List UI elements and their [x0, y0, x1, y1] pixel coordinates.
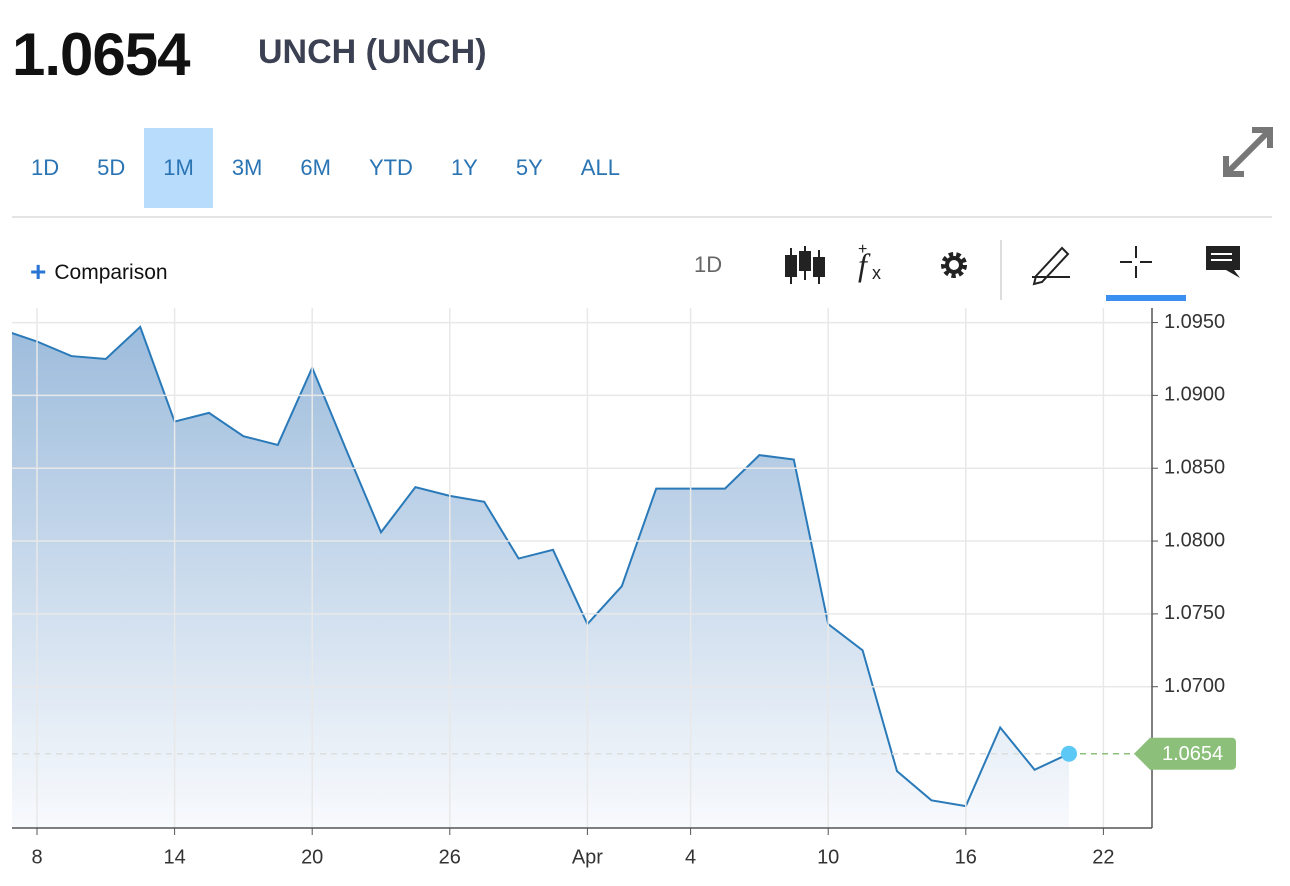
settings-icon[interactable]	[941, 252, 967, 278]
comment-icon[interactable]	[1206, 246, 1240, 278]
interval-button[interactable]: 1D	[694, 252, 723, 277]
active-tool	[1106, 295, 1186, 301]
expand-icon[interactable]	[1222, 126, 1274, 178]
y-tick-label: 1.0800	[1164, 529, 1225, 551]
x-tick-label: 14	[163, 846, 185, 868]
svg-text:x: x	[872, 263, 881, 283]
range-tabs: 1D 5D 1M 3M 6M YTD 1Y 5Y ALL	[12, 128, 639, 208]
separator	[12, 216, 1272, 218]
range-tab[interactable]: ALL	[580, 155, 620, 180]
y-tick-label: 1.0900	[1164, 384, 1225, 406]
x-tick-label: 10	[817, 846, 839, 868]
x-tick-label: 20	[301, 846, 323, 868]
range-tab[interactable]: 3M	[231, 155, 263, 180]
range-tab[interactable]: 1Y	[450, 155, 478, 180]
area	[12, 326, 1069, 828]
x-tick-label: 16	[955, 846, 977, 868]
range-tab[interactable]: 5D	[97, 155, 126, 180]
price-badge-label: 1.0654	[1162, 743, 1223, 765]
candles-icon[interactable]	[785, 246, 825, 284]
draw-icon[interactable]	[1032, 246, 1070, 286]
range-tab[interactable]: 5Y	[515, 155, 543, 180]
range-tab[interactable]: 1M	[144, 128, 213, 208]
x-tick-label: 26	[439, 846, 461, 868]
toolbar-icons: f x+	[785, 240, 1240, 301]
x-tick-label: 8	[31, 846, 42, 868]
y-tick-label: 1.0750	[1164, 602, 1225, 624]
x-tick-label: 22	[1092, 846, 1114, 868]
crosshair-icon[interactable]	[1120, 246, 1152, 278]
comparison-button[interactable]: + Comparison	[30, 256, 168, 287]
y-tick-label: 1.0950	[1164, 311, 1225, 333]
plot-area	[12, 325, 1070, 828]
x-tick-label: 4	[685, 846, 696, 868]
range-tab[interactable]: 6M	[300, 155, 331, 180]
x-tick-label: Apr	[572, 846, 603, 868]
price-badge	[1134, 737, 1236, 770]
comparison-label: Comparison	[54, 261, 168, 284]
y-tick-label: 1.0700	[1164, 675, 1225, 697]
symbol: UNCH (UNCH)	[258, 33, 487, 71]
last-point	[1061, 745, 1077, 762]
svg-text:+: +	[858, 241, 867, 258]
range-tab[interactable]: YTD	[368, 155, 413, 180]
y-tick-label: 1.0850	[1164, 457, 1225, 479]
range-tab[interactable]: 1D	[31, 155, 60, 180]
line	[12, 325, 1070, 808]
price: 1.0654	[12, 21, 191, 88]
